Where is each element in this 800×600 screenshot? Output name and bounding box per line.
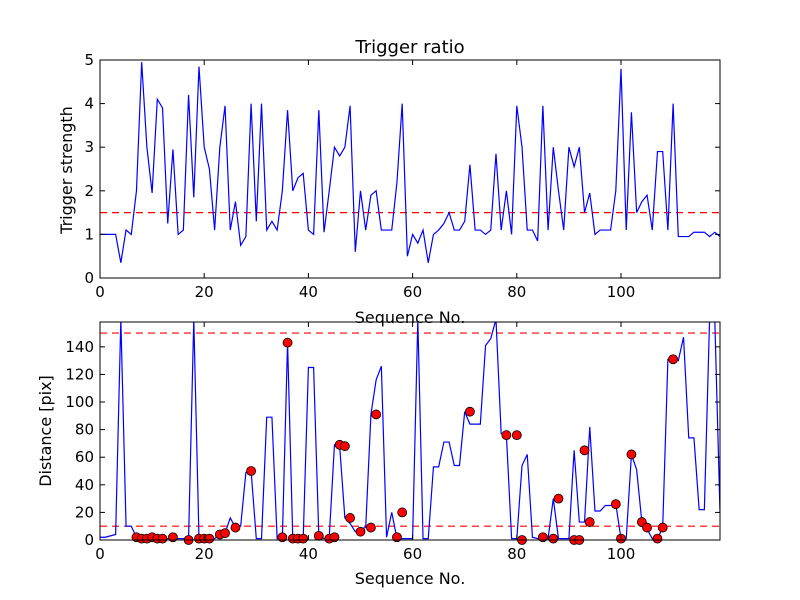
x-tick-label: 100 (607, 545, 636, 563)
data-point (345, 513, 355, 523)
data-point (579, 445, 590, 456)
data-point (366, 522, 376, 533)
data-point (548, 533, 559, 544)
data-point (204, 533, 215, 544)
y-tick-label: 2 (84, 182, 94, 200)
data-point (168, 532, 178, 543)
y-tick-label: 1 (84, 225, 94, 243)
x-tick-label: 20 (195, 283, 214, 301)
y-axis-label: Trigger strength (57, 106, 76, 235)
y-tick-label: 60 (75, 448, 94, 466)
y-tick-label: 20 (75, 503, 94, 521)
y-tick-label: 0 (84, 269, 94, 287)
series-line (100, 62, 720, 263)
x-tick-label: 0 (95, 283, 105, 301)
data-point (584, 517, 595, 527)
y-tick-label: 4 (84, 95, 94, 113)
x-tick-label: 100 (607, 283, 636, 301)
data-point (339, 441, 350, 452)
data-point (282, 337, 293, 348)
data-point (652, 533, 663, 544)
series-line (100, 322, 720, 540)
x-tick-label: 40 (299, 283, 318, 301)
x-tick-label: 40 (299, 545, 318, 563)
data-point (610, 499, 621, 510)
data-point (246, 466, 256, 476)
data-point (511, 430, 522, 441)
data-point (313, 530, 324, 541)
x-axis-label: Sequence No. (355, 569, 466, 588)
x-tick-label: 60 (403, 545, 422, 563)
axes-frame (99, 59, 721, 279)
y-axis-label: Distance [pix] (36, 375, 55, 487)
y-tick-label: 80 (75, 421, 94, 439)
data-point (397, 507, 408, 518)
y-tick-label: 100 (65, 393, 94, 411)
data-point (157, 533, 168, 544)
data-point (657, 522, 668, 533)
y-tick-label: 40 (75, 476, 94, 494)
data-point (329, 532, 340, 543)
distance-panel: Distance [pix] Sequence No. 0 20 40 60 80 100… (36, 321, 721, 588)
data-point (553, 493, 564, 504)
data-point (501, 430, 512, 441)
data-point (355, 526, 366, 537)
data-point (230, 522, 241, 533)
y-tick-label: 3 (84, 138, 94, 156)
x-tick-label: 80 (507, 545, 526, 563)
y-tick-label: 140 (65, 338, 94, 356)
data-point (626, 449, 637, 460)
y-tick-label: 120 (65, 365, 94, 383)
x-tick-label: 80 (507, 283, 526, 301)
data-point (642, 522, 652, 533)
x-tick-label: 60 (403, 283, 422, 301)
data-point (465, 406, 475, 417)
y-tick-label: 0 (84, 531, 94, 549)
data-point (298, 533, 309, 544)
x-tick-label: 20 (195, 545, 214, 563)
x-axis-label: Sequence No. (355, 308, 466, 327)
data-point (371, 409, 382, 420)
data-point (537, 532, 548, 543)
data-point (668, 354, 679, 365)
trigger-ratio-panel: Trigger ratio Trigger strength Sequence … (57, 37, 721, 327)
data-point (220, 528, 230, 539)
data-point (277, 532, 288, 543)
axes-frame (99, 321, 721, 541)
data-point (392, 532, 402, 543)
x-tick-label: 0 (95, 545, 105, 563)
y-tick-label: 5 (84, 51, 94, 69)
chart-title: Trigger ratio (354, 37, 464, 58)
